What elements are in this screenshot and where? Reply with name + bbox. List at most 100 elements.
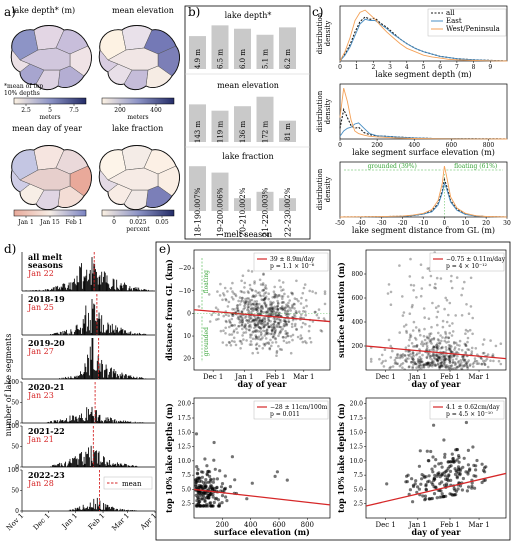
scatter-point (263, 302, 266, 305)
scatter-point (423, 328, 426, 331)
histogram-bar (69, 461, 70, 467)
scatter-point (396, 353, 399, 356)
histogram-bar (100, 275, 101, 291)
scatter-point (492, 360, 495, 363)
scatter-point (388, 283, 391, 286)
scatter-point (262, 289, 265, 292)
scatter-point (465, 421, 468, 424)
scatter-point (389, 366, 392, 369)
scatter-point (231, 282, 234, 285)
scatter-point (225, 499, 228, 502)
histogram-bar (66, 330, 67, 335)
scatter-point (256, 309, 259, 312)
histogram-bar (58, 334, 59, 335)
scatter-point (262, 273, 265, 276)
scatter-point (261, 319, 264, 322)
bar-category-label: 22-23 (284, 214, 293, 237)
histogram-bar (56, 333, 57, 335)
histogram-bar (61, 287, 62, 291)
histogram-bar (60, 419, 61, 423)
scatter-point (480, 358, 483, 361)
histogram-bar (114, 330, 115, 335)
scatter-point (240, 310, 243, 313)
histogram-bar (129, 466, 130, 467)
histogram-bar (102, 364, 103, 379)
scatter-point (440, 480, 443, 483)
scatter-point (248, 316, 251, 319)
histogram-bar (96, 371, 97, 379)
scatter-point (280, 307, 283, 310)
scatter-point (269, 307, 272, 310)
histogram-bar (81, 374, 82, 379)
histogram-bar (55, 421, 56, 423)
histogram-bar (61, 463, 62, 467)
scatter-point (268, 342, 271, 345)
scatter-point (451, 322, 454, 325)
histogram-bar (111, 287, 112, 291)
histogram-bar (70, 463, 71, 467)
scatter-point (238, 325, 241, 328)
scatter-point (482, 343, 485, 346)
histogram-bar (87, 355, 88, 379)
histogram-bar (114, 369, 115, 379)
scatter-point (481, 481, 484, 484)
histogram-bar (84, 372, 85, 379)
histogram-bar (97, 498, 98, 511)
scatter-point (273, 332, 276, 335)
histogram-bar (54, 420, 55, 423)
scatter-point (290, 335, 293, 338)
histogram-bar (135, 466, 136, 467)
scatter-point (225, 344, 228, 347)
histogram-bar (106, 282, 107, 291)
density-line-all (340, 110, 507, 139)
scatter-point (447, 337, 450, 340)
histogram-bar (85, 418, 86, 423)
histogram-bar (70, 282, 71, 291)
histogram-bar (35, 290, 36, 291)
scatter-point (450, 275, 453, 278)
y-axis-label: surface elevation (m) (336, 262, 346, 358)
y-tick-label: 400 (352, 319, 364, 326)
scatter-point (249, 284, 252, 287)
histogram-bar (68, 464, 69, 467)
histogram-bar (70, 510, 71, 511)
scatter-point (415, 296, 418, 299)
histogram-bar (50, 334, 51, 335)
histogram-bar (67, 378, 68, 379)
scatter-point (433, 477, 436, 480)
histogram-bar (64, 421, 65, 423)
histogram-bar (76, 326, 77, 335)
histogram-bar (45, 289, 46, 291)
histogram-bar (121, 328, 122, 335)
scatter-point (276, 470, 279, 473)
histogram-bar (102, 282, 103, 291)
histogram-bar (95, 371, 96, 379)
scatter-point (455, 358, 458, 361)
scatter-point (461, 488, 464, 491)
scatter-point (458, 348, 461, 351)
histogram-bar (114, 289, 115, 291)
y-tick-label: −20 (178, 265, 191, 272)
scatter-point (433, 286, 436, 289)
scatter-point (464, 332, 467, 335)
histogram-bar (114, 464, 115, 467)
scatter-point (308, 330, 311, 333)
scatter-point (483, 352, 486, 355)
scatter-point (208, 486, 211, 489)
histogram-bar (74, 458, 75, 467)
scatter-point (261, 323, 264, 326)
histogram-bar (75, 377, 76, 379)
histogram-bar (50, 290, 51, 291)
scatter-point (254, 290, 257, 293)
scatter-point (450, 367, 453, 370)
scatter-point (403, 325, 406, 328)
histogram-bar (63, 378, 64, 379)
histogram-bar (133, 288, 134, 291)
histogram-bar (133, 334, 134, 335)
scatter-point (222, 315, 225, 318)
scatter-point (471, 317, 474, 320)
map-note: 10% depths (4, 90, 40, 97)
histogram-bar (64, 331, 65, 335)
scatter-point (456, 276, 459, 279)
scatter-point (235, 328, 238, 331)
